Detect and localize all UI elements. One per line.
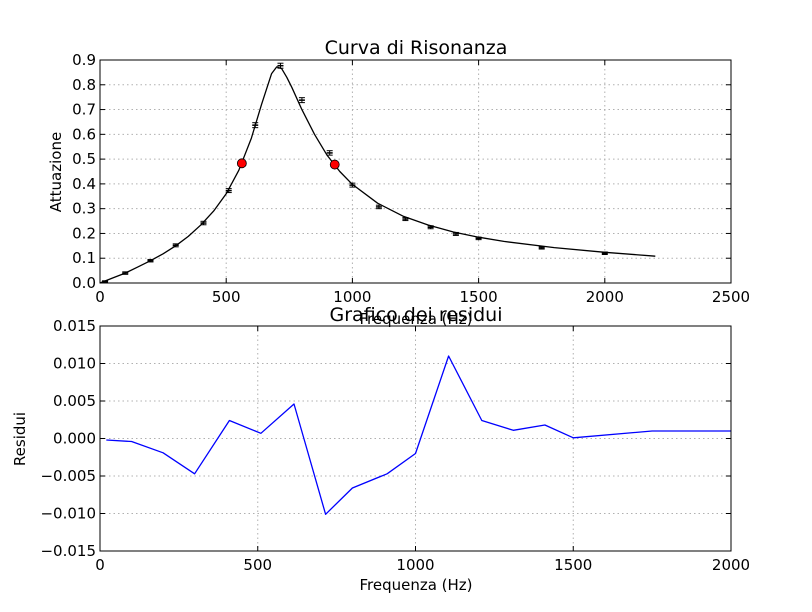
resonance-chart: 0 500 1000 1500 2000 2500 0.00.10.20.30.40.50… [47,37,750,328]
y-tick-label: 0.9 [72,51,96,69]
x-tick-label: 1000 [333,288,371,306]
residuals-x-label: Frequenza (Hz) [359,576,472,594]
y-tick-label: −0.005 [40,467,96,485]
resonance-y-ticks: 0.0 0.1 0.2 0.3 0.4 0.5 0.6 0.7 0.8 0.9 [72,51,731,292]
half-max-marker [329,159,340,170]
y-tick-label: 0.6 [72,125,96,143]
residuals-y-ticks: 0.015 0.010 0.005 0.000 −0.005 −0.010 −0.015 [40,317,731,560]
residuals-y-label: Residui [11,412,29,466]
x-tick-label: 0 [95,556,105,574]
y-tick-label: 0.7 [72,101,96,119]
resonance-title: Curva di Risonanza [325,37,508,59]
y-tick-label: 0.1 [72,249,96,267]
residuals-line [106,355,731,515]
residuals-x-ticks: 0 500 1000 1500 2000 [95,326,750,574]
x-tick-label: 2000 [712,556,750,574]
residuals-plot-area [106,355,731,515]
y-tick-label: −0.015 [40,542,96,560]
resonance-plot-area [99,62,656,284]
x-tick-label: 1000 [396,556,434,574]
x-tick-label: 500 [212,288,241,306]
y-tick-label: 0.000 [53,430,96,448]
x-tick-label: 500 [243,556,272,574]
y-tick-label: 0.8 [72,76,96,94]
y-tick-label: −0.010 [40,505,96,523]
y-tick-label: 0.5 [72,150,96,168]
resonance-frame [99,59,732,284]
y-tick-label: 0.3 [72,200,96,218]
x-tick-label: 1500 [460,288,498,306]
y-tick-label: 0.2 [72,224,96,242]
x-tick-label: 2000 [586,288,624,306]
x-tick-label: 0 [95,288,105,306]
x-tick-label: 2500 [712,288,750,306]
y-tick-label: 0.0 [72,274,96,292]
y-tick-label: 0.4 [72,175,96,193]
residuals-chart: 0 500 1000 1500 2000 0.015 0.010 0.005 0.000 −0.… [11,304,750,594]
resonance-x-label: Frequenza (Hz) [359,310,472,328]
y-tick-label: 0.015 [53,317,96,335]
data-point [298,97,305,104]
residuals-grid [100,326,731,551]
resonance-x-ticks: 0 500 1000 1500 2000 2500 [95,60,750,306]
resonance-grid [100,60,731,283]
half-max-marker [236,158,247,169]
fit-curve [99,66,656,284]
y-tick-label: 0.010 [53,355,96,373]
resonance-y-label: Attuazione [47,132,65,212]
y-tick-label: 0.005 [53,392,96,410]
residuals-title: Grafico dei residui [330,304,503,326]
x-tick-label: 1500 [554,556,592,574]
